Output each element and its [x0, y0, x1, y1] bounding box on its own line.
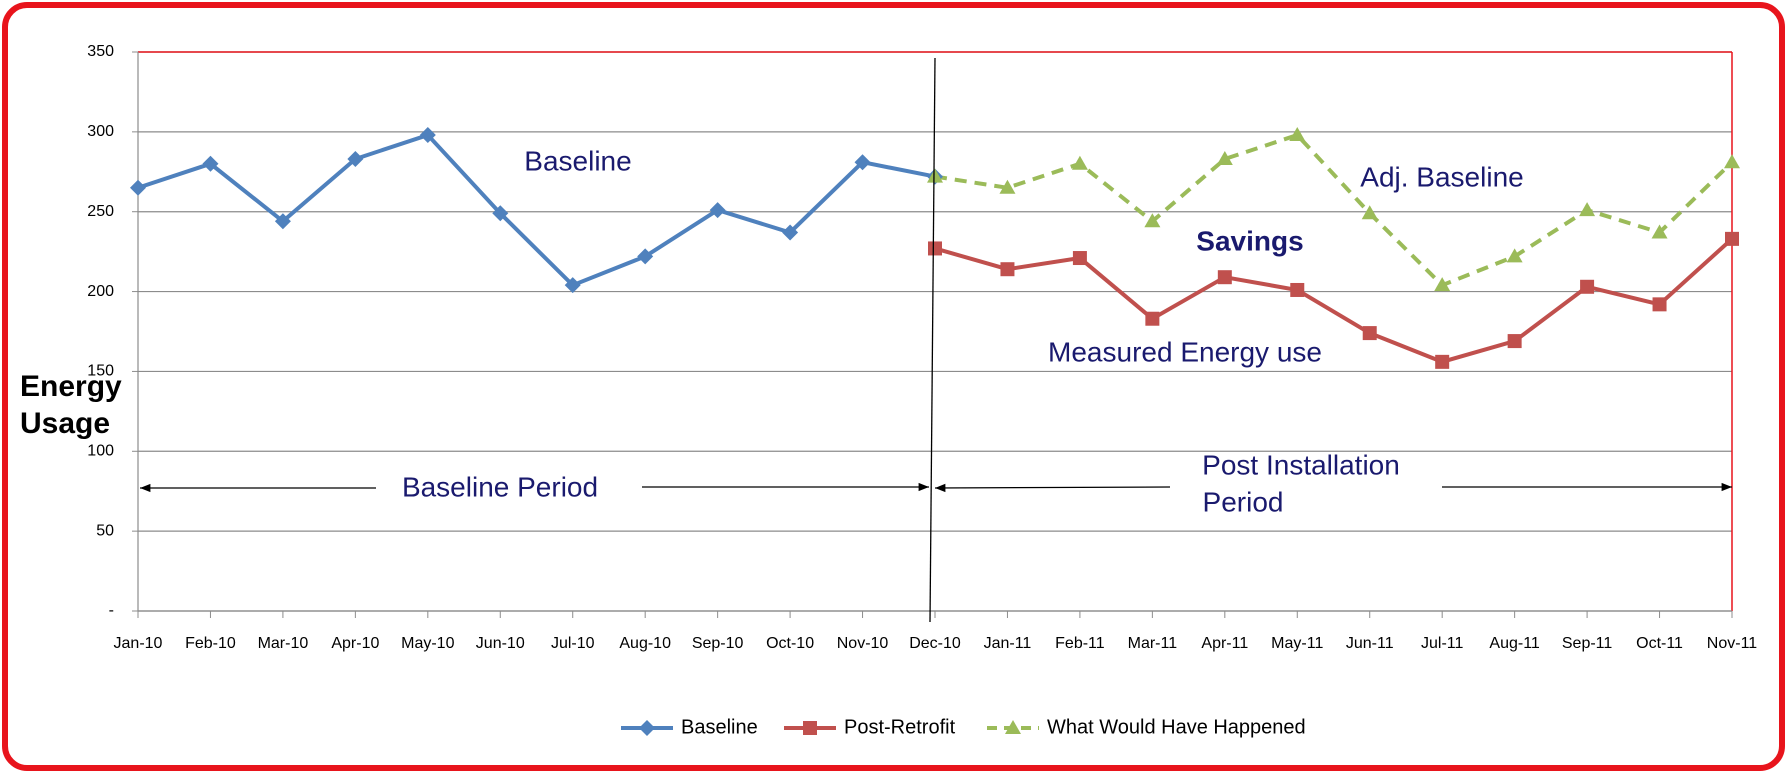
legend-label: Baseline: [681, 716, 758, 738]
data-point: [1507, 334, 1522, 349]
series-line: [934, 132, 1734, 288]
data-point: [1144, 213, 1161, 228]
x-tick-label: Aug-11: [1489, 635, 1540, 652]
data-point: [854, 154, 871, 171]
legend-marker: [639, 720, 655, 736]
legend-label: What Would Have Happened: [1047, 716, 1306, 738]
period-arrows: [140, 57, 1732, 623]
plot-area: [130, 51, 1740, 618]
data-point: [1071, 155, 1088, 170]
legend-marker: [803, 721, 817, 735]
data-point: [1217, 270, 1232, 285]
x-tick-label: Dec-10: [909, 635, 961, 652]
data-point: [1361, 205, 1378, 220]
x-tick-label: Feb-11: [1055, 635, 1105, 652]
annotation: Baseline: [524, 145, 631, 176]
data-point: [1434, 277, 1451, 292]
data-point: [1072, 251, 1087, 266]
annotation: Adj. Baseline: [1360, 161, 1523, 192]
annotation: Period: [1203, 486, 1284, 517]
data-point: [1725, 231, 1739, 246]
data-point: [1506, 248, 1523, 263]
x-tick-label: Jan-10: [114, 635, 163, 652]
x-tick-label: Mar-11: [1128, 635, 1178, 652]
y-tick-label: -: [109, 602, 114, 619]
divider: [929, 57, 936, 623]
x-tick-label: Jul-10: [551, 635, 595, 652]
x-tick-label: May-11: [1271, 635, 1323, 652]
y-axis-label: Energy: [20, 370, 122, 403]
data-point: [709, 202, 726, 219]
data-point: [130, 179, 146, 196]
data-point: [1651, 224, 1668, 239]
data-point: [1289, 127, 1306, 142]
annotation: Savings: [1196, 225, 1303, 256]
x-tick-label: Nov-10: [837, 635, 889, 652]
data-point: [1362, 326, 1377, 341]
x-tick-label: Feb-10: [185, 635, 236, 652]
x-tick-label: Oct-11: [1636, 635, 1683, 652]
x-tick-label: Mar-10: [258, 635, 309, 652]
data-point: [564, 277, 581, 294]
data-point: [928, 241, 942, 256]
data-point: [927, 168, 943, 183]
x-tick-label: Jan-11: [984, 635, 1032, 652]
data-point: [1580, 279, 1595, 294]
x-tick-label: Oct-10: [766, 635, 814, 652]
x-tick-label: Jun-10: [476, 635, 525, 652]
y-tick-label: 50: [96, 522, 114, 539]
data-point: [1724, 154, 1740, 169]
x-tick-label: Aug-10: [619, 635, 671, 652]
x-tick-label: Apr-10: [331, 635, 379, 652]
y-tick-label: 100: [87, 443, 114, 460]
data-point: [1145, 311, 1160, 326]
x-tick-label: Jun-11: [1346, 635, 1394, 652]
arrow: [934, 483, 1171, 493]
data-point: [274, 213, 291, 230]
y-tick-label: 350: [87, 43, 114, 60]
data-point: [999, 179, 1016, 194]
data-point: [1000, 262, 1015, 277]
annotation: Baseline Period: [402, 471, 598, 502]
data-point: [1216, 151, 1233, 166]
annotation: Post Installation: [1202, 449, 1400, 480]
legend-marker: [1005, 720, 1021, 734]
data-point: [782, 224, 799, 241]
y-tick-label: 300: [87, 123, 114, 140]
y-tick-label: 250: [87, 203, 114, 220]
data-point: [347, 151, 364, 168]
legend-label: Post-Retrofit: [844, 716, 956, 738]
y-tick-label: 200: [87, 283, 114, 300]
x-tick-label: Jul-11: [1421, 635, 1463, 652]
data-point: [1435, 354, 1450, 369]
data-point: [1579, 202, 1596, 217]
x-tick-label: Sep-11: [1562, 635, 1613, 652]
y-tick-label: 150: [87, 363, 114, 380]
data-point: [637, 248, 654, 265]
series-line: [137, 132, 936, 288]
x-tick-label: Nov-11: [1707, 635, 1757, 652]
series-line: [934, 237, 1734, 364]
data-point: [1290, 282, 1305, 297]
data-point: [492, 205, 509, 222]
x-tick-label: Sep-10: [692, 635, 744, 652]
annotation: Measured Energy use: [1048, 336, 1322, 367]
data-point: [1652, 297, 1667, 312]
data-point: [419, 127, 436, 144]
x-tick-label: May-10: [401, 635, 454, 652]
data-point: [202, 155, 219, 172]
y-axis-label: Usage: [20, 407, 110, 440]
x-tick-label: Apr-11: [1201, 635, 1248, 652]
